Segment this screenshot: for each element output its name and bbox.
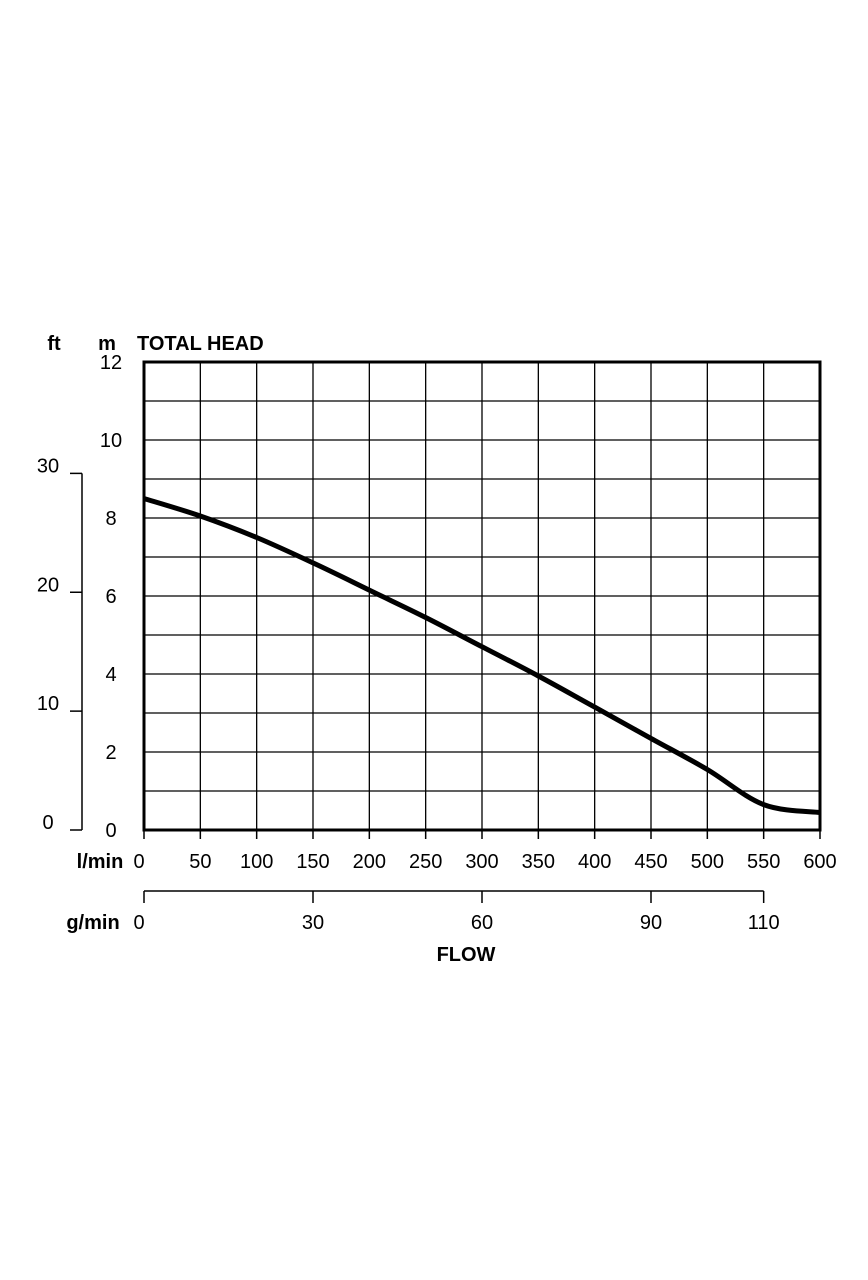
x-axis-lmin-ticks: 0 50 100 150 200 250 300 350 400 450 500 550 600 [133, 830, 837, 873]
ft-unit-label: ft [47, 333, 61, 355]
m-unit-label: m [98, 333, 116, 355]
x-tick-label: 400 [578, 851, 611, 873]
y-tick-label-ft: 30 [37, 455, 59, 477]
chart-title: TOTAL HEAD [137, 333, 264, 355]
head-curve-line [143, 496, 821, 815]
y-tick-label-m: 8 [105, 508, 116, 530]
x-axis-title: FLOW [437, 944, 496, 966]
y-tick-label-m: 4 [105, 664, 116, 686]
x-tick-label: 500 [691, 851, 724, 873]
x-tick-label: 300 [465, 851, 498, 873]
y-tick-label-m: 6 [105, 586, 116, 608]
grid [143, 361, 821, 831]
gmin-tick-label: 90 [640, 912, 662, 934]
lmin-unit-label: l/min [77, 851, 124, 873]
gmin-tick-label: 0 [133, 912, 144, 934]
x-tick-label: 550 [747, 851, 780, 873]
x-tick-label: 350 [522, 851, 555, 873]
x-tick-label: 50 [189, 851, 211, 873]
y-tick-label-ft: 20 [37, 574, 59, 596]
x-tick-label: 0 [133, 851, 144, 873]
y-axis-ft-ticks: 0 10 20 30 [37, 455, 83, 834]
gmin-unit-label: g/min [66, 912, 119, 934]
x-tick-label: 200 [353, 851, 386, 873]
gmin-tick-label: 30 [302, 912, 324, 934]
x-tick-label: 600 [803, 851, 836, 873]
y-tick-label-ft: 10 [37, 693, 59, 715]
x-axis-gmin-ticks: 0 30 60 90 110 [133, 890, 780, 934]
y-tick-label-m: 2 [105, 742, 116, 764]
y-tick-label-ft: 0 [42, 812, 53, 834]
y-axis-m-ticks: 0 2 4 6 8 10 12 [100, 352, 122, 842]
y-tick-label-m: 0 [105, 820, 116, 842]
x-tick-label: 150 [296, 851, 329, 873]
gmin-tick-label: 110 [748, 912, 780, 934]
y-tick-label-m: 10 [100, 430, 122, 452]
gmin-tick-label: 60 [471, 912, 493, 934]
x-tick-label: 250 [409, 851, 442, 873]
x-tick-label: 100 [240, 851, 273, 873]
x-tick-label: 450 [634, 851, 667, 873]
y-tick-label-m: 12 [100, 352, 122, 374]
